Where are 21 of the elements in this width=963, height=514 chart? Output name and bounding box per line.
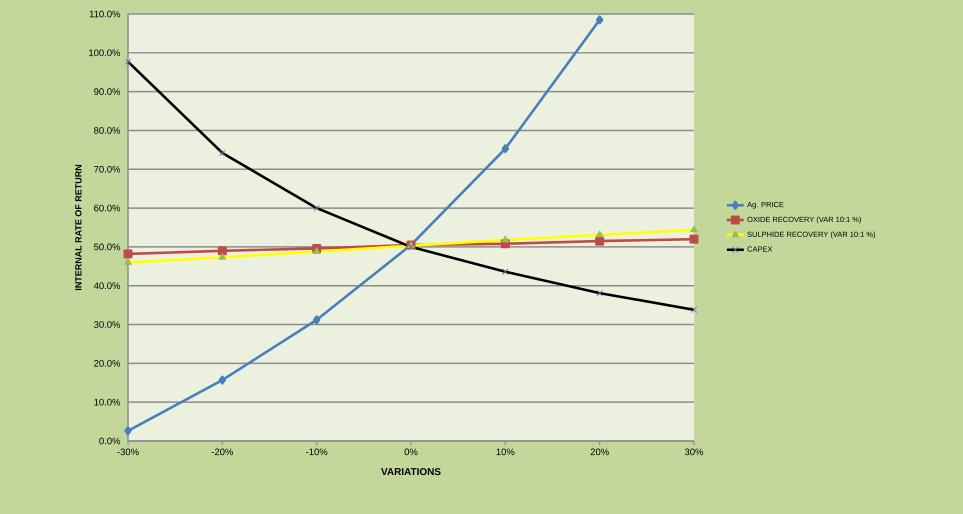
x-tick-label: -10% [306,448,328,456]
y-tick-label: 10.0% [94,398,120,406]
y-tick-label: 40.0% [94,282,120,290]
y-tick-label: 20.0% [94,360,120,367]
x-axis-title: VARIATIONS [381,468,441,476]
x-tick-label: 10% [496,448,514,456]
x-tick-label: -20% [212,448,234,456]
x-tick-label: 20% [590,448,609,456]
x-tick-label: -30% [117,448,139,456]
y-axis-title: INTERNAL RATE OF RETURN [75,164,82,290]
y-tick-label: 30.0% [94,321,120,328]
y-tick-label: 90.0% [94,88,120,95]
y-tick-label: 70.0% [94,166,120,173]
x-tick-label: 30% [684,448,704,456]
y-tick-label: 50.0% [94,244,120,250]
y-tick-label: 60.0% [94,204,120,212]
x-tick-label: 0% [404,448,418,456]
y-tick-label: 110.0% [90,10,120,18]
y-tick-label: 0.0% [99,438,120,444]
y-tick-label: 100.0% [89,49,120,56]
y-tick-label: 80.0% [94,127,120,134]
